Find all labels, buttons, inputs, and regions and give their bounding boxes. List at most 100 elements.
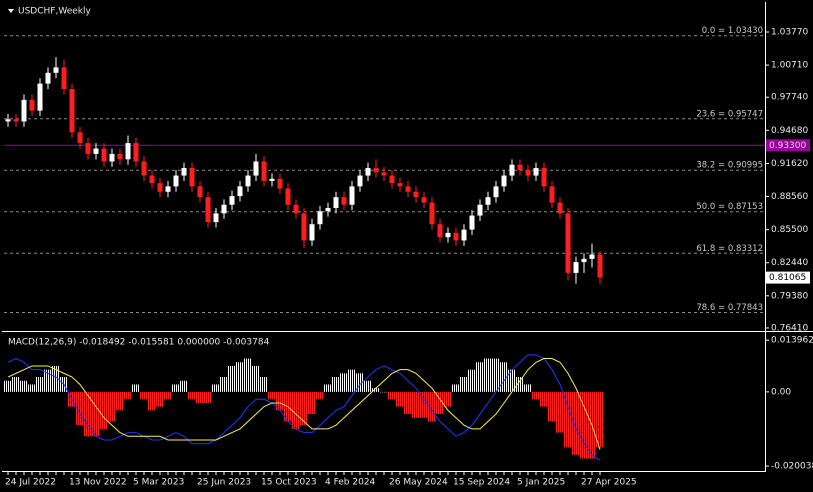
histogram-bar — [420, 391, 428, 418]
y-tick-label: 0.79380 — [771, 291, 808, 301]
histogram-bar — [412, 391, 420, 418]
histogram-bar — [92, 391, 100, 437]
x-tick-label: 26 May 2024 — [389, 478, 448, 488]
y-tick-label: 0.97740 — [771, 93, 808, 103]
candle-body — [165, 186, 171, 192]
indicator-line — [7, 358, 601, 450]
candle-body — [197, 186, 203, 198]
y-tick-label: 0.88560 — [771, 192, 808, 202]
y-tick-label: -0.020038 — [771, 462, 813, 472]
y-tick-label: 0.013962 — [771, 336, 813, 346]
candle-body — [429, 202, 435, 225]
candle-body — [253, 161, 259, 176]
histogram-bar — [500, 362, 508, 392]
fib-label: 78.6 = 0.77843 — [696, 303, 763, 313]
candle-body — [229, 196, 235, 205]
histogram-bar — [252, 365, 260, 392]
histogram-bar — [148, 391, 156, 411]
histogram-bar — [36, 377, 44, 392]
x-tick-label: 15 Sep 2024 — [453, 478, 510, 488]
x-tick-label: 24 Jul 2022 — [5, 478, 56, 488]
y-tick-label: 1.00710 — [771, 61, 808, 71]
histogram-bar — [220, 377, 228, 392]
histogram-bar — [188, 391, 196, 400]
histogram-bar — [156, 391, 164, 407]
indicator-title: MACD(12,26,9) -0.018492 -0.015581 0.0000… — [8, 338, 270, 348]
price-label: 0.93300 — [769, 141, 806, 151]
candle-body — [293, 204, 299, 214]
candle-body — [549, 186, 555, 203]
y-tick-label: 0.76410 — [771, 323, 808, 333]
candle-body — [541, 167, 547, 187]
histogram-bar — [172, 384, 180, 392]
candle-body — [365, 167, 371, 176]
histogram-bar — [428, 391, 436, 422]
histogram-bar — [316, 391, 324, 400]
indicator-line — [7, 354, 601, 461]
candle-body — [133, 143, 139, 162]
candle-body — [437, 224, 443, 238]
x-tick-label: 5 Mar 2023 — [133, 478, 184, 488]
candle-body — [77, 132, 83, 144]
candle-body — [261, 161, 267, 181]
candle-body — [533, 167, 539, 176]
candle-body — [509, 164, 515, 176]
histogram-bar — [268, 391, 276, 400]
candle-body — [493, 186, 499, 198]
candle-body — [53, 67, 59, 73]
histogram-bar — [236, 362, 244, 392]
histogram-bar — [332, 377, 340, 392]
candle-body — [317, 211, 323, 225]
histogram-bar — [124, 391, 132, 400]
histogram-bar — [180, 380, 188, 392]
candle-body — [453, 232, 459, 241]
candle-body — [573, 262, 579, 273]
candle-body — [277, 178, 283, 189]
candle-body — [341, 197, 347, 205]
histogram-bar — [516, 377, 524, 392]
candle-body — [349, 186, 355, 205]
candle-body — [237, 186, 243, 197]
candle-body — [61, 67, 67, 90]
candle-body — [597, 254, 603, 278]
candle-body — [461, 229, 467, 241]
histogram-bar — [540, 391, 548, 407]
histogram-bar — [84, 391, 92, 437]
candle-body — [85, 143, 91, 154]
histogram-bar — [524, 384, 532, 392]
candle-body — [525, 170, 531, 176]
candle-body — [69, 89, 75, 133]
histogram-bar — [76, 391, 84, 426]
candle-body — [373, 167, 379, 173]
histogram-bar — [204, 391, 212, 403]
candle-body — [173, 175, 179, 187]
symbol-triangle — [8, 9, 14, 13]
candle-body — [181, 167, 187, 176]
histogram-bar — [460, 377, 468, 392]
candle-body — [405, 186, 411, 192]
x-tick-label: 25 Jun 2023 — [197, 478, 251, 488]
histogram-bar — [556, 391, 564, 433]
candle-body — [189, 167, 195, 187]
histogram-bar — [308, 391, 316, 415]
fib-label: 61.8 = 0.83312 — [696, 244, 763, 254]
histogram-bar — [356, 373, 364, 392]
candle-body — [581, 258, 587, 263]
histogram-bar — [4, 380, 12, 392]
histogram-bar — [388, 391, 396, 400]
histogram-bar — [20, 380, 28, 392]
candle-body — [125, 143, 131, 160]
histogram-bar — [380, 391, 388, 393]
histogram-bar — [108, 391, 116, 422]
candle-body — [301, 213, 307, 241]
candle-body — [517, 164, 523, 171]
candle-body — [213, 213, 219, 223]
histogram-bar — [244, 358, 252, 392]
histogram-bar — [196, 391, 204, 403]
candle-body — [565, 213, 571, 273]
candle-body — [109, 153, 115, 162]
histogram-bar — [468, 369, 476, 392]
candle-body — [389, 175, 395, 184]
candle-body — [589, 254, 595, 259]
